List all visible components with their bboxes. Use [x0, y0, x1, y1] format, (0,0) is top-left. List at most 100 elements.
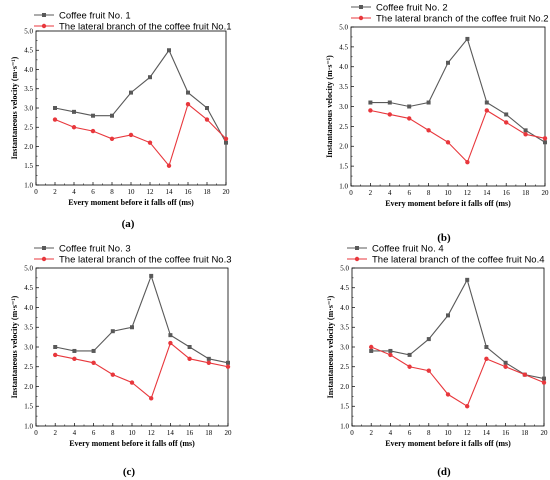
y-tick-label: 1.5: [339, 163, 348, 171]
legend-entry: The lateral branch of the coffee fruit N…: [59, 254, 232, 265]
data-point: [187, 356, 192, 362]
y-tick-label: 1.0: [340, 422, 349, 430]
legend-swatch-marker: [42, 13, 46, 17]
y-axis-label: Instantaneous velocity (m·s⁻¹): [10, 295, 19, 398]
data-point: [167, 48, 171, 53]
x-tick-label: 14: [483, 429, 491, 437]
x-tick-label: 4: [72, 188, 76, 196]
x-tick-label: 8: [110, 188, 114, 196]
series-line-2: [370, 346, 545, 408]
x-tick-label: 20: [542, 189, 550, 197]
legend-entry: Coffee fruit No. 2: [376, 2, 448, 13]
data-point: [484, 345, 489, 349]
x-axis-label: Every moment before it falls off (ms): [68, 198, 194, 207]
series-line-1: [54, 49, 227, 143]
y-tick-label: 4.5: [340, 284, 349, 292]
y-tick-label: 4.0: [340, 304, 349, 312]
y-tick-label: 5.0: [340, 264, 349, 272]
data-point: [522, 372, 527, 377]
panel-label: (b): [437, 232, 451, 244]
data-point: [465, 277, 470, 282]
data-point: [72, 109, 76, 114]
data-point: [130, 325, 134, 330]
data-point: [129, 380, 135, 385]
data-point: [129, 90, 133, 95]
data-point: [186, 90, 190, 95]
x-tick-label: 0: [34, 429, 38, 437]
chart-panel-1: 0 2 4 6 8 10 12 14 16 18 20 1.0 1.5 2.0 2.5 3.0 3.5 4.0 4.…: [10, 10, 232, 230]
data-point: [407, 104, 412, 109]
data-point: [542, 376, 546, 381]
data-point: [446, 60, 450, 65]
x-axis-label: Every moment before it falls off (ms): [385, 439, 511, 448]
data-point: [407, 352, 412, 357]
legend-swatch-marker: [354, 256, 360, 262]
y-tick-label: 3.5: [339, 83, 348, 91]
legend-swatch-marker: [41, 256, 47, 262]
data-point: [426, 100, 431, 105]
y-tick-label: 2.0: [24, 383, 33, 391]
data-point: [504, 120, 509, 125]
data-point: [53, 345, 58, 349]
legend-entry: Coffee fruit No. 3: [59, 243, 131, 254]
x-tick-label: 10: [445, 189, 453, 197]
x-tick-label: 12: [147, 188, 155, 196]
data-point: [226, 360, 230, 365]
data-point: [542, 136, 548, 141]
data-point: [149, 273, 154, 278]
y-tick-label: 1.5: [24, 403, 33, 411]
data-point: [91, 113, 95, 118]
y-tick-label: 5.0: [24, 264, 33, 272]
data-point: [426, 368, 431, 373]
y-tick-label: 3.0: [24, 104, 33, 112]
legend-entry: The lateral branch of the coffee fruit N…: [59, 21, 232, 32]
legend-swatch-marker: [42, 246, 46, 250]
y-tick-label: 2.0: [24, 143, 33, 151]
data-point: [523, 128, 528, 133]
x-tick-label: 2: [369, 429, 373, 437]
legend-entry: The lateral branch of the coffee fruit N…: [372, 254, 545, 265]
x-tick-label: 20: [223, 188, 231, 196]
data-point: [426, 337, 431, 342]
data-point: [166, 163, 172, 168]
panel-label: (c): [123, 466, 136, 478]
panel-label: (d): [437, 466, 451, 478]
y-axis-label: Instantaneous velocity (m·s⁻¹): [10, 56, 19, 159]
data-point: [147, 140, 153, 145]
data-point: [90, 128, 96, 134]
data-point: [91, 360, 96, 365]
data-point: [504, 112, 509, 117]
x-tick-label: 18: [204, 188, 212, 196]
y-tick-label: 2.5: [340, 363, 349, 371]
data-point: [52, 117, 58, 122]
legend-entry: Coffee fruit No. 1: [59, 10, 131, 21]
x-tick-label: 16: [185, 188, 193, 196]
x-tick-label: 6: [92, 429, 96, 437]
data-point: [445, 392, 451, 397]
data-point: [541, 380, 547, 385]
data-point: [523, 132, 528, 137]
x-tick-label: 10: [129, 429, 137, 437]
y-axis-label: Instantaneous velocity (m·s⁻¹): [325, 55, 334, 158]
x-tick-label: 12: [464, 189, 472, 197]
y-tick-label: 3.5: [340, 324, 349, 332]
y-tick-label: 5.0: [24, 27, 33, 35]
series-line-2: [55, 342, 229, 400]
x-tick-label: 8: [111, 429, 115, 437]
data-point: [168, 340, 173, 346]
data-point: [484, 100, 489, 105]
y-tick-label: 3.5: [24, 324, 33, 332]
x-tick-label: 0: [349, 189, 353, 197]
data-point: [128, 132, 134, 138]
y-tick-label: 1.0: [339, 182, 348, 190]
y-tick-label: 2.5: [24, 124, 33, 132]
data-point: [72, 356, 77, 362]
data-point: [168, 333, 173, 338]
data-point: [368, 100, 373, 105]
y-axis-label: Instantaneous velocity (m·s⁻¹): [326, 295, 335, 398]
y-tick-label: 1.5: [24, 162, 33, 170]
series-line-1: [370, 37, 546, 143]
legend-swatch-marker: [355, 246, 359, 250]
data-point: [368, 108, 373, 113]
data-point: [387, 100, 392, 105]
